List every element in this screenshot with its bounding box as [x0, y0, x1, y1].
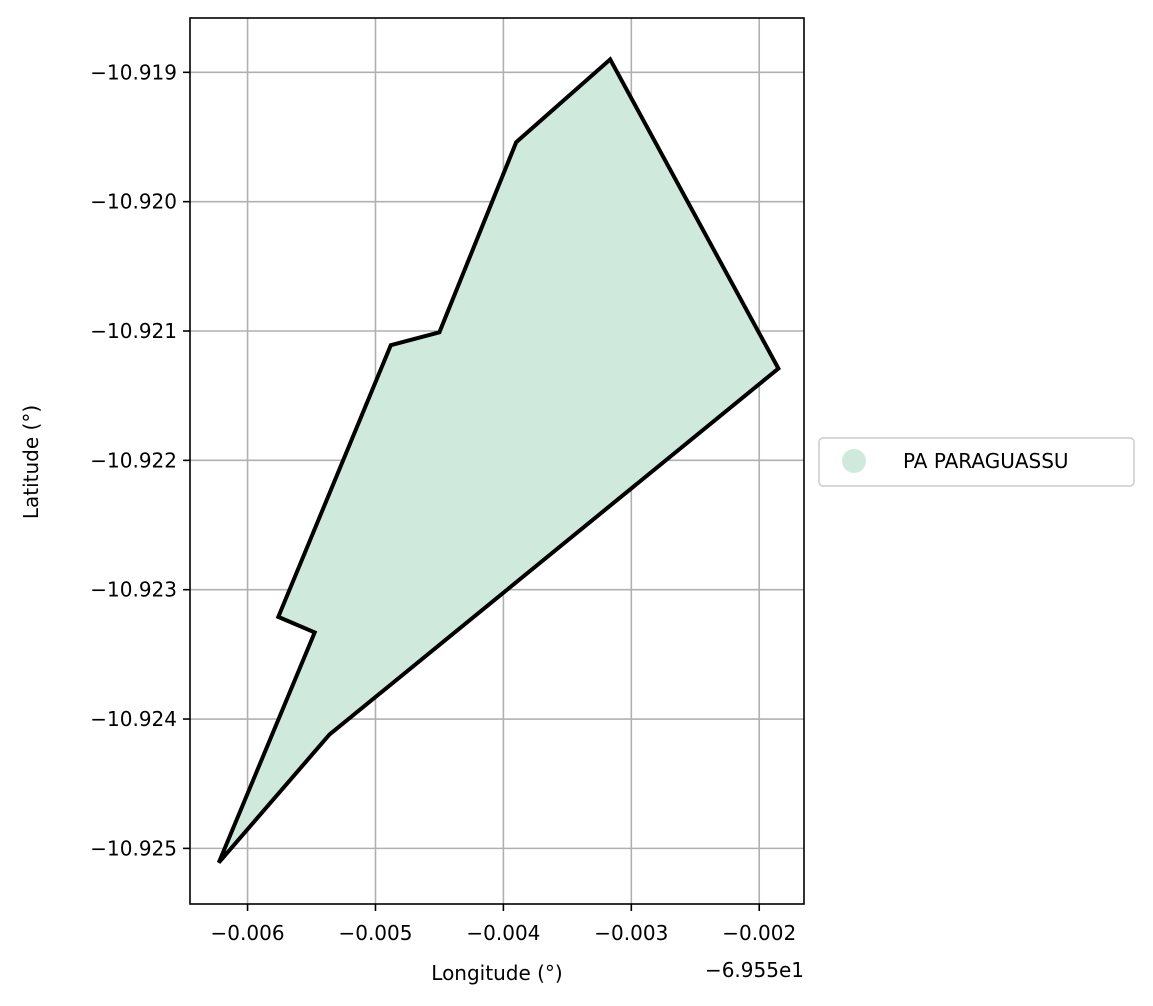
- y-tick-label-4: −10.923: [90, 578, 177, 602]
- x-axis-label: Longitude (°): [431, 961, 562, 985]
- x-tick-label-3: −0.003: [594, 921, 668, 945]
- y-axis-label: Latitude (°): [19, 405, 43, 519]
- legend-box: [818, 437, 1135, 487]
- y-tick-label-3: −10.922: [90, 448, 177, 472]
- legend: PA PARAGUASSU: [818, 437, 1135, 487]
- y-axis-ticks: −10.919 −10.920 −10.921 −10.922 −10.923 −10.9…: [90, 60, 190, 860]
- y-tick-label-2: −10.921: [90, 319, 177, 343]
- x-axis-ticks: −0.006 −0.005 −0.004 −0.003 −0.002: [211, 904, 796, 945]
- parcel-polygon: [216, 56, 781, 864]
- y-tick-label-0: −10.919: [90, 60, 177, 84]
- x-tick-label-2: −0.004: [466, 921, 540, 945]
- y-tick-label-1: −10.920: [90, 190, 177, 214]
- legend-label: PA PARAGUASSU: [903, 449, 1069, 473]
- x-tick-label-0: −0.006: [211, 921, 285, 945]
- y-tick-label-6: −10.925: [90, 836, 177, 860]
- x-tick-label-4: −0.002: [722, 921, 796, 945]
- y-tick-label-5: −10.924: [90, 707, 177, 731]
- x-tick-label-1: −0.005: [338, 921, 412, 945]
- legend-marker-icon: [842, 449, 866, 473]
- x-axis-offset-label: −6.955e1: [705, 958, 804, 982]
